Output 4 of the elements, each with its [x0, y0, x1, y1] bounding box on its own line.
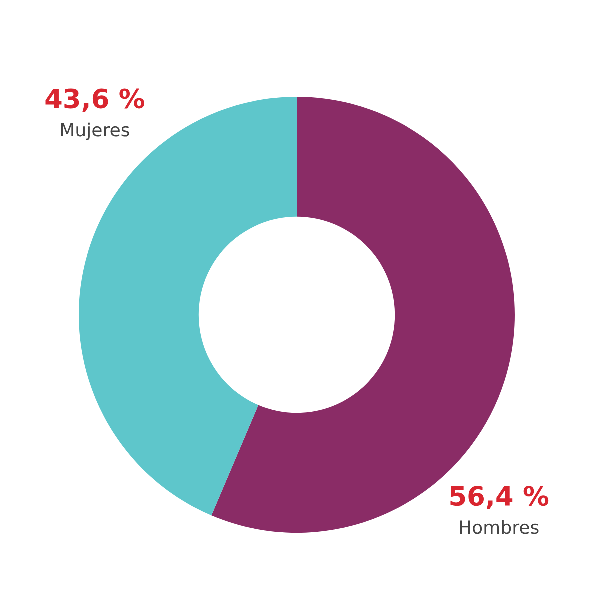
data-label: 56,4 % [450, 486, 549, 510]
slice-label: Mujeres [61, 122, 130, 140]
slice-label: Hombres [460, 520, 539, 534]
data-label: 43,6 % [46, 88, 144, 112]
